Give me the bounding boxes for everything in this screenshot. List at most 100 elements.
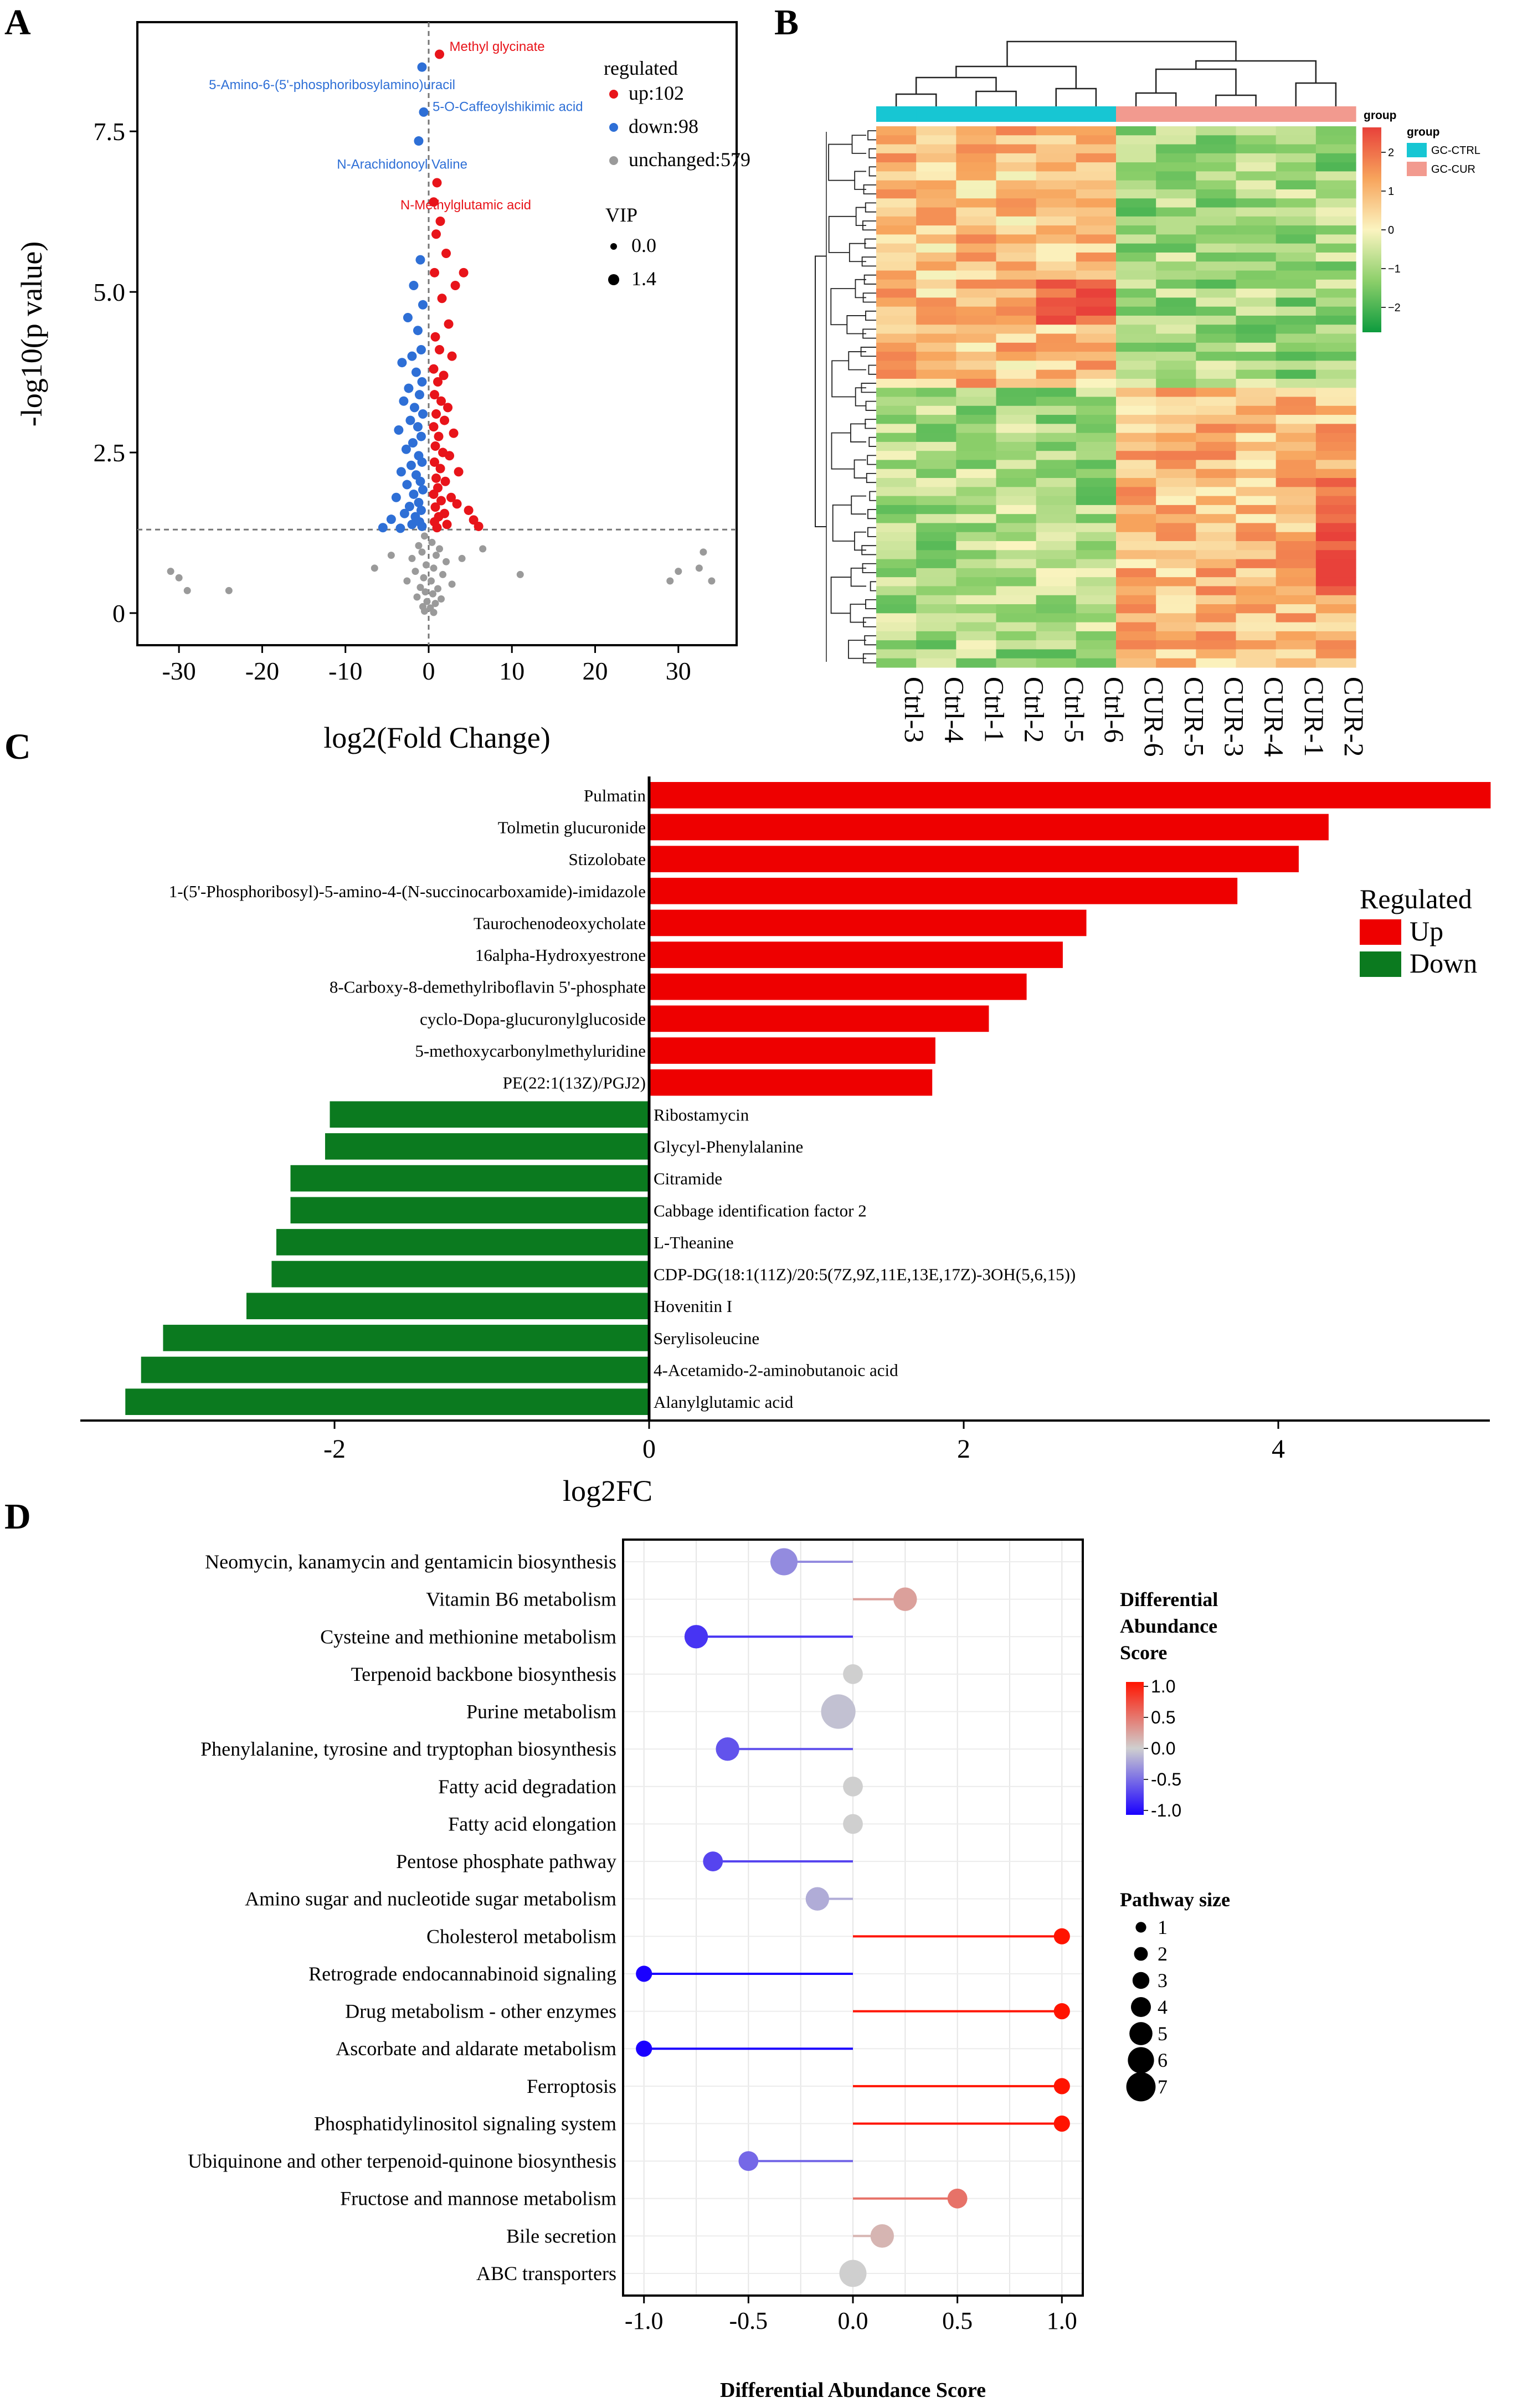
volcano-annotation: 5-Amino-6-(5'-phosphoribosylamino)uracil	[209, 78, 455, 92]
volcano-point-down	[394, 425, 404, 435]
heatmap-cell	[996, 640, 1037, 650]
group-annotation-bar	[876, 106, 1356, 122]
heatmap-cell	[1315, 270, 1356, 280]
heatmap-cell	[876, 514, 917, 524]
dendrogram-branch	[865, 400, 876, 411]
dendrogram-branch	[867, 455, 876, 465]
heatmap-cell	[1196, 451, 1237, 461]
pathway-size-dot	[1130, 1997, 1151, 2018]
heatmap-cell	[1036, 306, 1077, 316]
heatmap-cell	[1156, 622, 1196, 632]
volcano-x-tick-label: 20	[583, 657, 608, 685]
heatmap-cell	[1156, 505, 1196, 514]
heatmap-cell	[1156, 424, 1196, 434]
column-dendrogram	[895, 40, 1337, 106]
heatmap-cell	[876, 586, 917, 596]
heatmap-cell	[1236, 496, 1277, 506]
heatmap-cell	[1076, 640, 1117, 650]
volcano-point-down	[386, 514, 396, 524]
heatmap-cell	[956, 586, 997, 596]
volcano-point-unchanged	[167, 568, 174, 575]
volcano-point-down	[416, 505, 426, 515]
heatmap-cell	[996, 261, 1037, 271]
heatmap-cell	[1156, 315, 1196, 325]
heatmap-cell	[1156, 541, 1196, 550]
heatmap-cell	[1276, 451, 1317, 461]
heatmap-cell	[1076, 135, 1117, 145]
heatmap-cell	[916, 622, 957, 632]
heatmap-cell	[1236, 649, 1277, 659]
heatmap-cell	[916, 586, 957, 596]
heatmap-cell	[876, 640, 917, 650]
panel-label-b: B	[774, 2, 799, 43]
heatmap-cell	[956, 352, 997, 361]
heatmap-cell	[1156, 144, 1196, 154]
heatmap-cell	[1276, 189, 1317, 199]
dendrogram-branch	[848, 640, 866, 659]
heatmap-cell	[1156, 405, 1196, 415]
heatmap-cell	[956, 658, 997, 668]
heatmap-cell	[1276, 433, 1317, 443]
heatmap-cell	[1076, 622, 1117, 632]
bar-category-label: Ribostamycin	[654, 1105, 749, 1124]
bar-category-label: Tolmetin glucuronide	[498, 817, 646, 837]
heatmap-cell	[1036, 415, 1077, 424]
legend-title-regulated-c: Regulated	[1360, 883, 1472, 914]
lollipop-x-tick-label: -0.5	[729, 2307, 768, 2334]
heatmap-cell	[1036, 180, 1077, 190]
heatmap-cell	[996, 369, 1037, 379]
heatmap-cell	[1116, 405, 1156, 415]
heatmap-cell	[956, 315, 997, 325]
heatmap-cell	[1276, 352, 1317, 361]
heatmap-cell	[996, 270, 1037, 280]
volcano-point-down	[405, 415, 415, 425]
group-legend-label: GC-CTRL	[1431, 145, 1480, 157]
heatmap-cell	[1315, 451, 1356, 461]
heatmap-cell	[996, 306, 1037, 316]
heatmap-cell	[1315, 469, 1356, 478]
heatmap-cell	[996, 289, 1037, 298]
heatmap-cell	[1156, 523, 1196, 533]
heatmap-cell	[1236, 135, 1277, 145]
heatmap-cell	[876, 261, 917, 271]
heatmap-cell	[1076, 415, 1117, 424]
heatmap-cell	[1076, 270, 1117, 280]
volcano-point-up	[449, 428, 459, 438]
heatmap-cell	[1315, 333, 1356, 343]
heatmap-cell	[1036, 135, 1077, 145]
dendrogram-branch	[851, 135, 866, 154]
heatmap-cell	[916, 415, 957, 424]
heatmap-cell	[1196, 487, 1237, 497]
heatmap-cell	[876, 270, 917, 280]
heatmap-cell	[956, 532, 997, 542]
volcano-point-up	[429, 422, 439, 432]
group-bar-segment	[956, 106, 997, 122]
dendrogram-branch	[895, 93, 937, 106]
bar-category-label: Serylisoleucine	[654, 1329, 759, 1348]
lollipop-x-tick-label: 1.0	[1047, 2307, 1077, 2334]
pathway-label: Cholesterol metabolism	[426, 1925, 616, 1947]
heatmap-cell	[916, 559, 957, 569]
pathway-label: Ubiquinone and other terpenoid-quinone b…	[188, 2150, 616, 2172]
heatmap-cell	[1036, 604, 1077, 614]
volcano-point-up	[430, 441, 440, 451]
volcano-point-up	[440, 476, 450, 486]
heatmap-cell	[1196, 252, 1237, 262]
heatmap-cell	[996, 631, 1037, 641]
heatmap-cell	[1236, 631, 1277, 641]
heatmap-cell	[1116, 577, 1156, 587]
pathway-label: Vitamin B6 metabolism	[426, 1588, 616, 1611]
heatmap-column-label: Ctrl-3	[899, 677, 930, 743]
volcano-point-up	[435, 217, 445, 227]
heatmap-cell	[996, 189, 1037, 199]
bar-x-tick-label: 4	[1272, 1434, 1285, 1464]
volcano-point-up	[430, 332, 440, 342]
heatmap-cell	[1276, 297, 1317, 307]
heatmap-cell	[876, 604, 917, 614]
pathway-label: Fructose and mannose metabolism	[340, 2188, 616, 2210]
volcano-point-up	[431, 473, 441, 483]
heatmap-cell	[1156, 135, 1196, 145]
dendrogram-branch	[870, 581, 876, 591]
heatmap-cell	[1196, 405, 1237, 415]
vip-size-dot	[608, 274, 619, 285]
